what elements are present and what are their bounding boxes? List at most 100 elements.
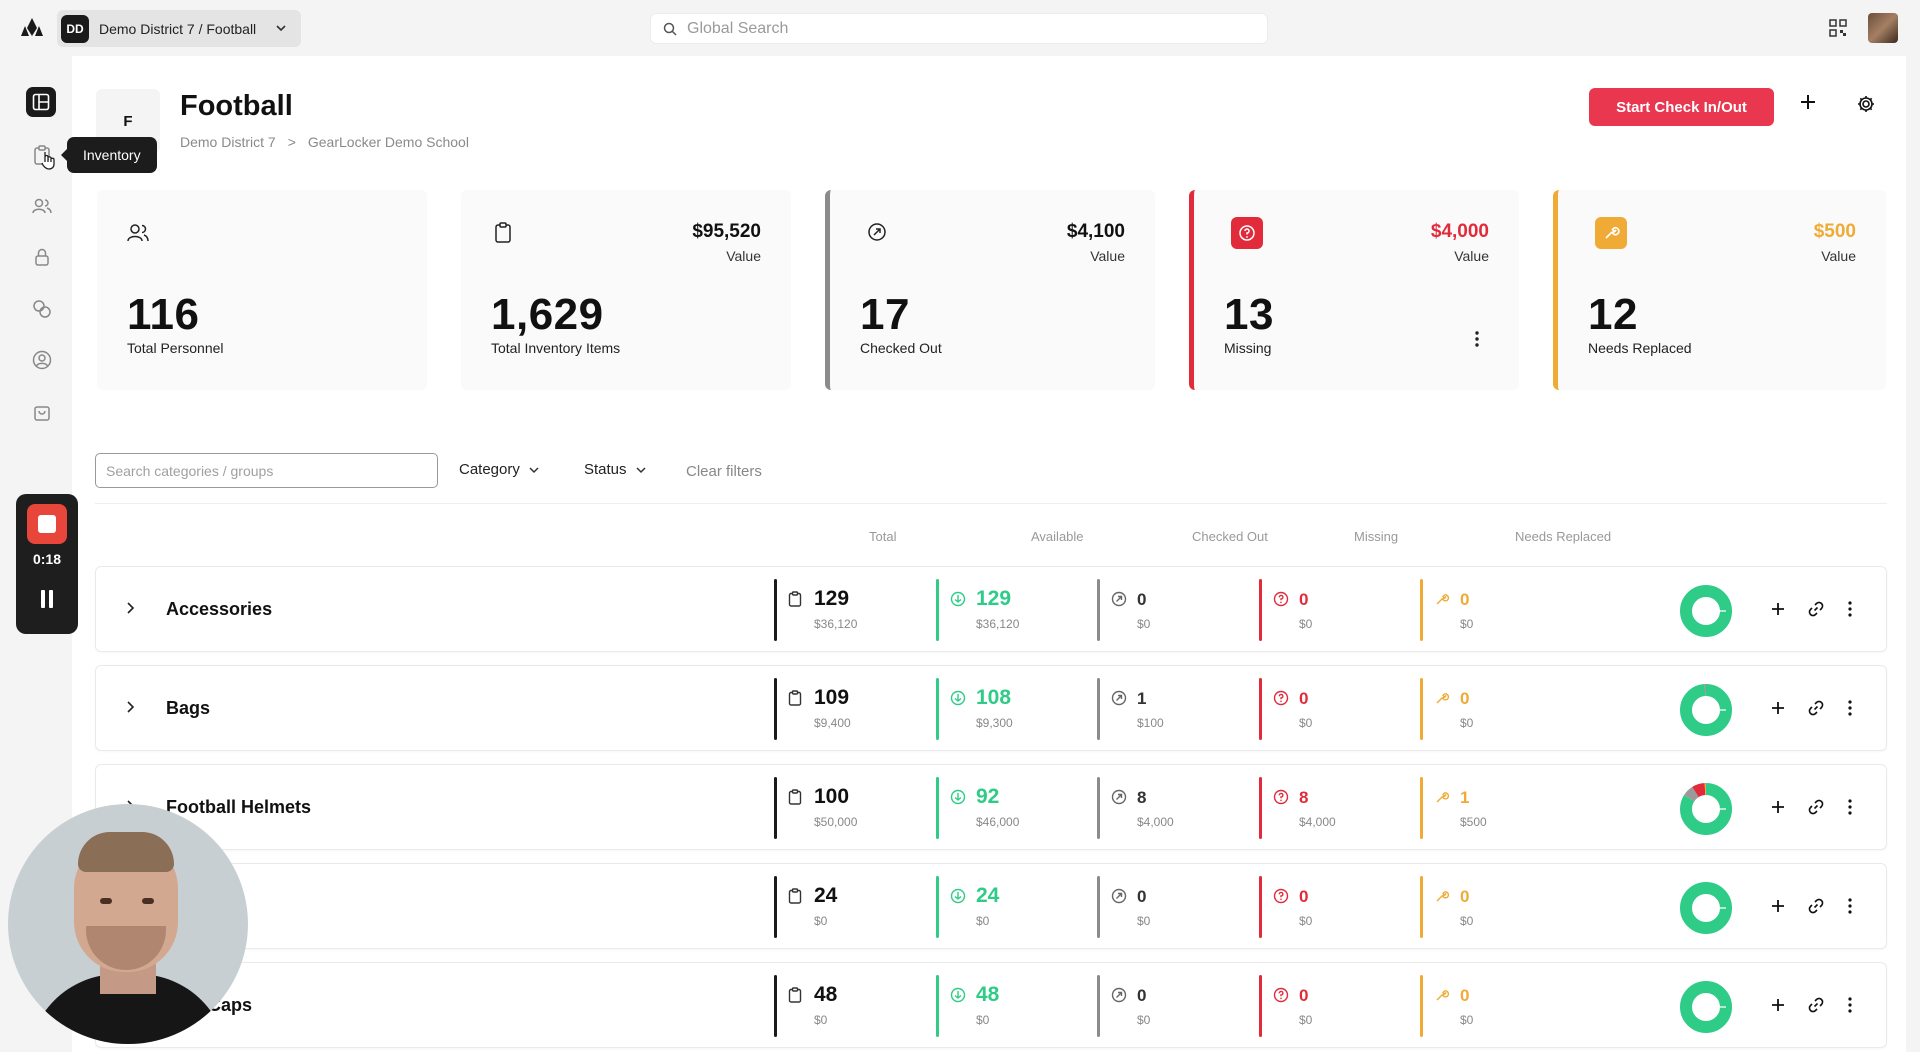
stat-card-personnel[interactable]: 116 Total Personnel: [97, 190, 427, 390]
download-circle-icon: [950, 690, 966, 706]
sidebar-item-personnel[interactable]: [27, 191, 57, 221]
more-options-icon[interactable]: [1847, 996, 1853, 1014]
stat-value: $500: [1813, 221, 1856, 242]
cell-repl: 0 $0: [1420, 975, 1570, 1037]
sidebar-item-lockers[interactable]: [27, 242, 57, 272]
link-icon[interactable]: [1807, 798, 1825, 816]
table-row[interactable]: Accessories 129 $36,120 129 $36,120 0 $0 0 $0 0 $0: [95, 566, 1887, 652]
more-options-icon[interactable]: [1847, 897, 1853, 915]
cell-value: $0: [1137, 1013, 1151, 1027]
category-search-input[interactable]: [95, 453, 438, 488]
cell-value: $500: [1460, 815, 1487, 829]
add-item-icon[interactable]: [1770, 700, 1786, 716]
row-category-name[interactable]: Football Helmets: [166, 797, 312, 817]
sidebar-item-inventory[interactable]: [27, 140, 57, 170]
scrollbar-track[interactable]: [1906, 56, 1920, 1052]
cell-count: 0: [1460, 590, 1470, 609]
status-dropdown[interactable]: Status: [584, 461, 647, 478]
wrench-icon: [1436, 990, 1450, 1001]
cell-total: 129 $36,120: [774, 579, 924, 641]
breadcrumb-item[interactable]: GearLocker Demo School: [307, 134, 469, 150]
breadcrumb-item[interactable]: Demo District 7: [180, 134, 276, 150]
cell-total: 100 $50,000: [774, 777, 924, 839]
dashboard-icon: [32, 93, 50, 111]
table-row[interactable]: Football Helmets 100 $50,000 92 $46,000 8 $4,0…: [95, 764, 1887, 850]
district-selector[interactable]: DD Demo District 7 / Football: [57, 10, 301, 47]
stat-number: 13: [1224, 290, 1274, 339]
link-icon[interactable]: [1807, 600, 1825, 618]
cell-count: 0: [1460, 689, 1470, 708]
more-options-icon[interactable]: [1847, 798, 1853, 816]
qr-code-icon[interactable]: [1829, 19, 1847, 37]
cell-miss: 0 $0: [1259, 876, 1409, 938]
stat-value: $4,000: [1430, 221, 1489, 242]
sidebar-item-store[interactable]: [27, 397, 57, 427]
cell-value: $36,120: [976, 617, 1020, 631]
sidebar-item-dashboard[interactable]: [26, 87, 56, 117]
global-search[interactable]: [650, 13, 1268, 44]
divider: [95, 503, 1887, 504]
chevron-right-icon[interactable]: [124, 700, 136, 714]
clipboard-icon: [788, 888, 802, 904]
cell-value: $0: [976, 1013, 990, 1027]
chevron-down-icon: [636, 466, 646, 473]
link-icon[interactable]: [1807, 699, 1825, 717]
table-row[interactable]: 24 $0 24 $0 0 $0 0 $0 0 $0: [95, 863, 1887, 949]
wrench-icon: [1436, 891, 1450, 902]
row-category-name[interactable]: Accessories: [166, 599, 273, 619]
checked-out-icon: [1111, 888, 1127, 904]
stop-recording-button[interactable]: [27, 504, 67, 544]
sidebar-item-exchange[interactable]: [27, 294, 57, 324]
table-row[interactable]: Bags 109 $9,400 108 $9,300 1 $100 0 $0 0 $0: [95, 665, 1887, 751]
cell-repl: 0 $0: [1420, 678, 1570, 740]
global-search-input[interactable]: [687, 19, 1247, 38]
stat-label: Total Inventory Items: [491, 340, 621, 356]
stat-card-missing[interactable]: $4,000 Value 13 Missing: [1189, 190, 1519, 390]
cell-avail: 108 $9,300: [936, 678, 1086, 740]
more-options-icon[interactable]: [1847, 600, 1853, 618]
cell-value: $0: [1460, 617, 1474, 631]
missing-icon: [1273, 591, 1289, 607]
category-dropdown[interactable]: Category: [459, 461, 540, 478]
chevron-right-icon[interactable]: [124, 601, 136, 615]
stat-number: 17: [860, 290, 910, 339]
link-icon[interactable]: [1807, 996, 1825, 1014]
user-avatar[interactable]: [1868, 13, 1898, 43]
gear-icon[interactable]: [1857, 95, 1875, 113]
start-check-in-out-button[interactable]: Start Check In/Out: [1589, 88, 1774, 126]
search-icon: [663, 22, 677, 36]
checked-out-icon: [1111, 789, 1127, 805]
sidebar-item-users[interactable]: [27, 345, 57, 375]
missing-icon: [1231, 217, 1263, 249]
add-item-icon[interactable]: [1770, 997, 1786, 1013]
cell-count: 100: [814, 785, 850, 808]
cell-count: 24: [814, 884, 838, 907]
clipboard-icon: [788, 591, 802, 607]
add-item-icon[interactable]: [1770, 601, 1786, 617]
stat-card-inventory[interactable]: $95,520 Value 1,629 Total Inventory Item…: [461, 190, 791, 390]
user-circle-icon: [32, 350, 52, 370]
gearlocker-logo-icon[interactable]: [20, 16, 44, 38]
cell-value: $100: [1137, 716, 1164, 730]
link-icon[interactable]: [1807, 897, 1825, 915]
pause-icon[interactable]: [39, 589, 55, 609]
stat-card-checked-out[interactable]: $4,100 Value 17 Checked Out: [825, 190, 1155, 390]
clear-filters-button[interactable]: Clear filters: [686, 463, 762, 480]
cell-avail: 129 $36,120: [936, 579, 1086, 641]
cell-count: 129: [976, 587, 1012, 610]
plus-icon[interactable]: [1800, 94, 1816, 110]
stat-card-needs-replaced[interactable]: $500 Value 12 Needs Replaced: [1553, 190, 1886, 390]
wrench-icon: [1436, 693, 1450, 704]
more-options-icon[interactable]: [1847, 699, 1853, 717]
cell-value: $9,400: [814, 716, 851, 730]
cell-value: $0: [1299, 914, 1313, 928]
more-options-icon[interactable]: [1474, 330, 1480, 348]
row-category-name[interactable]: Bags: [166, 698, 211, 718]
clipboard-icon: [495, 222, 511, 243]
exchange-icon: [33, 300, 51, 318]
status-donut-chart: [1680, 783, 1732, 835]
add-item-icon[interactable]: [1770, 898, 1786, 914]
stat-number: 116: [127, 290, 200, 339]
add-item-icon[interactable]: [1770, 799, 1786, 815]
